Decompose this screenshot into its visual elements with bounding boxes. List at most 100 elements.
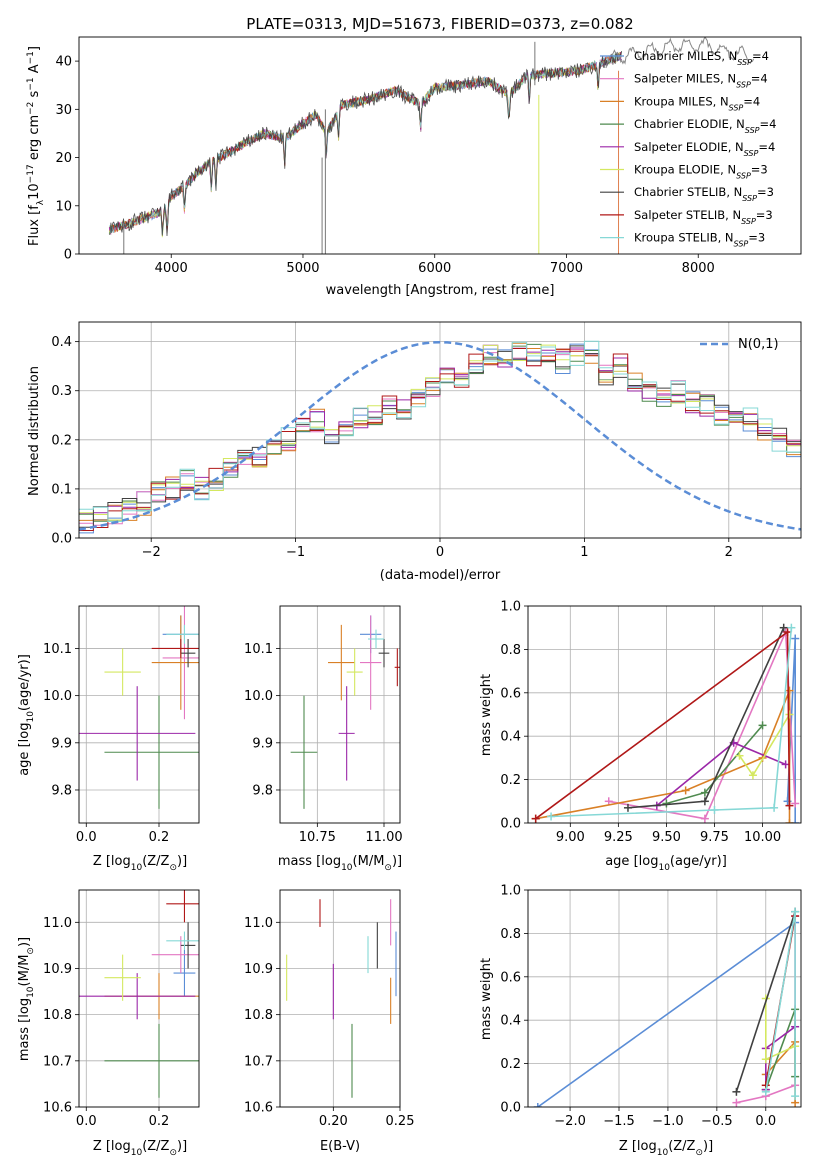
chart-title: PLATE=0313, MJD=51673, FIBERID=0373, z=0… — [246, 15, 633, 33]
x-tick-label: 9.75 — [700, 830, 729, 845]
y-tick-label: 9.9 — [51, 736, 72, 751]
x-tick-label: 2 — [725, 545, 733, 560]
x-tick-label: 9.50 — [652, 830, 681, 845]
ebv-x-label: E(B-V) — [320, 1139, 360, 1154]
weight-line — [735, 911, 796, 1093]
plot-frame — [279, 889, 401, 1108]
x-tick-label: 9.00 — [556, 830, 585, 845]
legend-count: =3 — [748, 231, 765, 245]
x-tick-label: 4000 — [155, 261, 188, 276]
weight-age-x-label: age [log10(age/yr)] — [605, 854, 727, 873]
legend-count: =4 — [743, 94, 760, 108]
spectrum-x-label: wavelength [Angstrom, rest frame] — [326, 283, 555, 298]
weight-lines — [531, 623, 800, 823]
y-tick-label: 0.4 — [51, 335, 72, 350]
legend-entry: Salpeter MILES, NSSP=4 — [634, 72, 768, 90]
plot-frame — [78, 321, 802, 539]
x-tick-label: 0.2 — [149, 1114, 170, 1129]
mass-y-label: mass [log10(M/M⊙)] — [17, 937, 36, 1061]
y-tick-label: 20 — [55, 151, 72, 166]
x-tick-label: 8000 — [682, 261, 715, 276]
y-tick-label: 0.8 — [500, 927, 521, 942]
legend-entry: N(0,1) — [738, 337, 779, 352]
age-y-label: age [log10(age/yr)] — [17, 654, 36, 776]
spectrum-y-label: Flux [fλ10−17 erg cm−2 s−1 A−1] — [26, 46, 46, 246]
histogram-y-label: Normed distribution — [27, 366, 42, 496]
x-tick-label: 0.0 — [755, 1114, 776, 1129]
legend-entry: Kroupa STELIB, NSSP=3 — [634, 231, 765, 249]
error-bars — [286, 899, 397, 1098]
normal-curve — [79, 340, 801, 531]
histogram-x-label: (data-model)/error — [380, 568, 501, 583]
weight-metal-y-label: mass weight — [479, 958, 494, 1040]
y-tick-label: 10.9 — [244, 962, 273, 977]
y-tick-label: 10.0 — [43, 689, 72, 704]
y-tick-label: 9.8 — [252, 783, 273, 798]
legend-entry: Chabrier MILES, NSSP=4 — [634, 49, 769, 67]
mass-vs-ebv-panel: E(B-V) 0.20 0.25 10.6 10.7 10.8 10.9 11.0 — [244, 889, 414, 1154]
histograms — [79, 340, 801, 534]
weight-metal-x-label: Z [log10(Z/Z⊙)] — [619, 1139, 713, 1158]
legend-subscript: SSP — [737, 58, 752, 67]
plot-area — [528, 890, 801, 1107]
legend-entry: Salpeter ELODIE, NSSP=4 — [634, 140, 775, 158]
y-tick-label: 30 — [55, 103, 72, 118]
y-tick-label: 10.8 — [244, 1008, 273, 1023]
plot-frame — [527, 605, 802, 824]
y-tick-label: 0.2 — [500, 1057, 521, 1072]
y-tick-label: 0.2 — [500, 773, 521, 788]
plot-area — [79, 606, 199, 823]
legend-count: =4 — [752, 49, 769, 63]
y-tick-label: 0.3 — [51, 384, 72, 399]
y-tick-label: 10 — [55, 199, 72, 214]
weight-age-y-label: mass weight — [479, 674, 494, 756]
x-tick-label: 0.0 — [76, 1114, 97, 1129]
y-tick-label: 0.8 — [500, 643, 521, 658]
legend-entry: Chabrier ELODIE, NSSP=4 — [634, 117, 776, 135]
age-vs-mass-panel: mass [log10(M/M⊙)] 10.75 11.00 9.8 9.9 10.0 1… — [244, 605, 403, 873]
y-tick-label: 11.0 — [244, 916, 273, 931]
legend-count: =4 — [760, 117, 777, 131]
x-tick-label: −1 — [286, 545, 305, 560]
legend-count: =3 — [757, 185, 774, 199]
x-tick-label: 11.00 — [365, 830, 402, 845]
y-tick-label: 1.0 — [500, 884, 521, 899]
legend-entry: Chabrier STELIB, NSSP=3 — [634, 185, 774, 203]
y-tick-label: 0.6 — [500, 970, 521, 985]
y-tick-label: 0.0 — [500, 1101, 521, 1116]
y-tick-label: 10.0 — [244, 689, 273, 704]
legend-count: =4 — [758, 140, 775, 154]
error-bars — [290, 615, 400, 809]
plot-area — [280, 606, 400, 823]
mass-vs-metallicity-panel: Z [log10(Z/Z⊙)] mass [log10(M/M⊙)] 0.0 0.… — [17, 889, 200, 1158]
model-spectrum-line — [109, 51, 622, 237]
y-tick-label: 0 — [64, 248, 72, 263]
x-tick-label: −0.5 — [701, 1114, 733, 1129]
age-vs-metallicity-panel: Z [log10(Z/Z⊙)] age [log10(age/yr)] 0.0 0… — [17, 605, 200, 873]
y-tick-label: 0.6 — [500, 686, 521, 701]
mass-weight-vs-metallicity-panel: Z [log10(Z/Z⊙)] mass weight −2.0 −1.5 −1.0… — [479, 884, 802, 1158]
age-mass-x-label: mass [log10(M/M⊙)] — [278, 854, 402, 873]
y-tick-label: 9.8 — [51, 783, 72, 798]
plot-frame — [78, 36, 802, 255]
y-tick-label: 0.4 — [500, 1014, 521, 1029]
plot-frame — [279, 605, 401, 824]
observed-spectrum-tail — [605, 37, 755, 69]
y-tick-label: 10.1 — [43, 642, 72, 657]
legend-count: =4 — [751, 72, 768, 86]
spectrum-lines — [108, 37, 755, 254]
x-tick-label: 0 — [436, 545, 444, 560]
y-tick-label: 0.0 — [500, 817, 521, 832]
x-tick-label: 10.00 — [744, 830, 781, 845]
histogram-step — [79, 340, 801, 522]
x-tick-label: 10.75 — [299, 830, 336, 845]
x-tick-label: −1.0 — [652, 1114, 684, 1129]
y-tick-label: 10.6 — [43, 1101, 72, 1116]
x-tick-label: 5000 — [286, 261, 319, 276]
plot-area — [280, 890, 400, 1107]
plot-frame — [78, 889, 200, 1108]
y-tick-label: 0.1 — [51, 482, 72, 497]
plot-area — [79, 37, 801, 254]
legend-subscript: SSP — [745, 126, 760, 135]
legend-subscript: SSP — [736, 80, 751, 89]
